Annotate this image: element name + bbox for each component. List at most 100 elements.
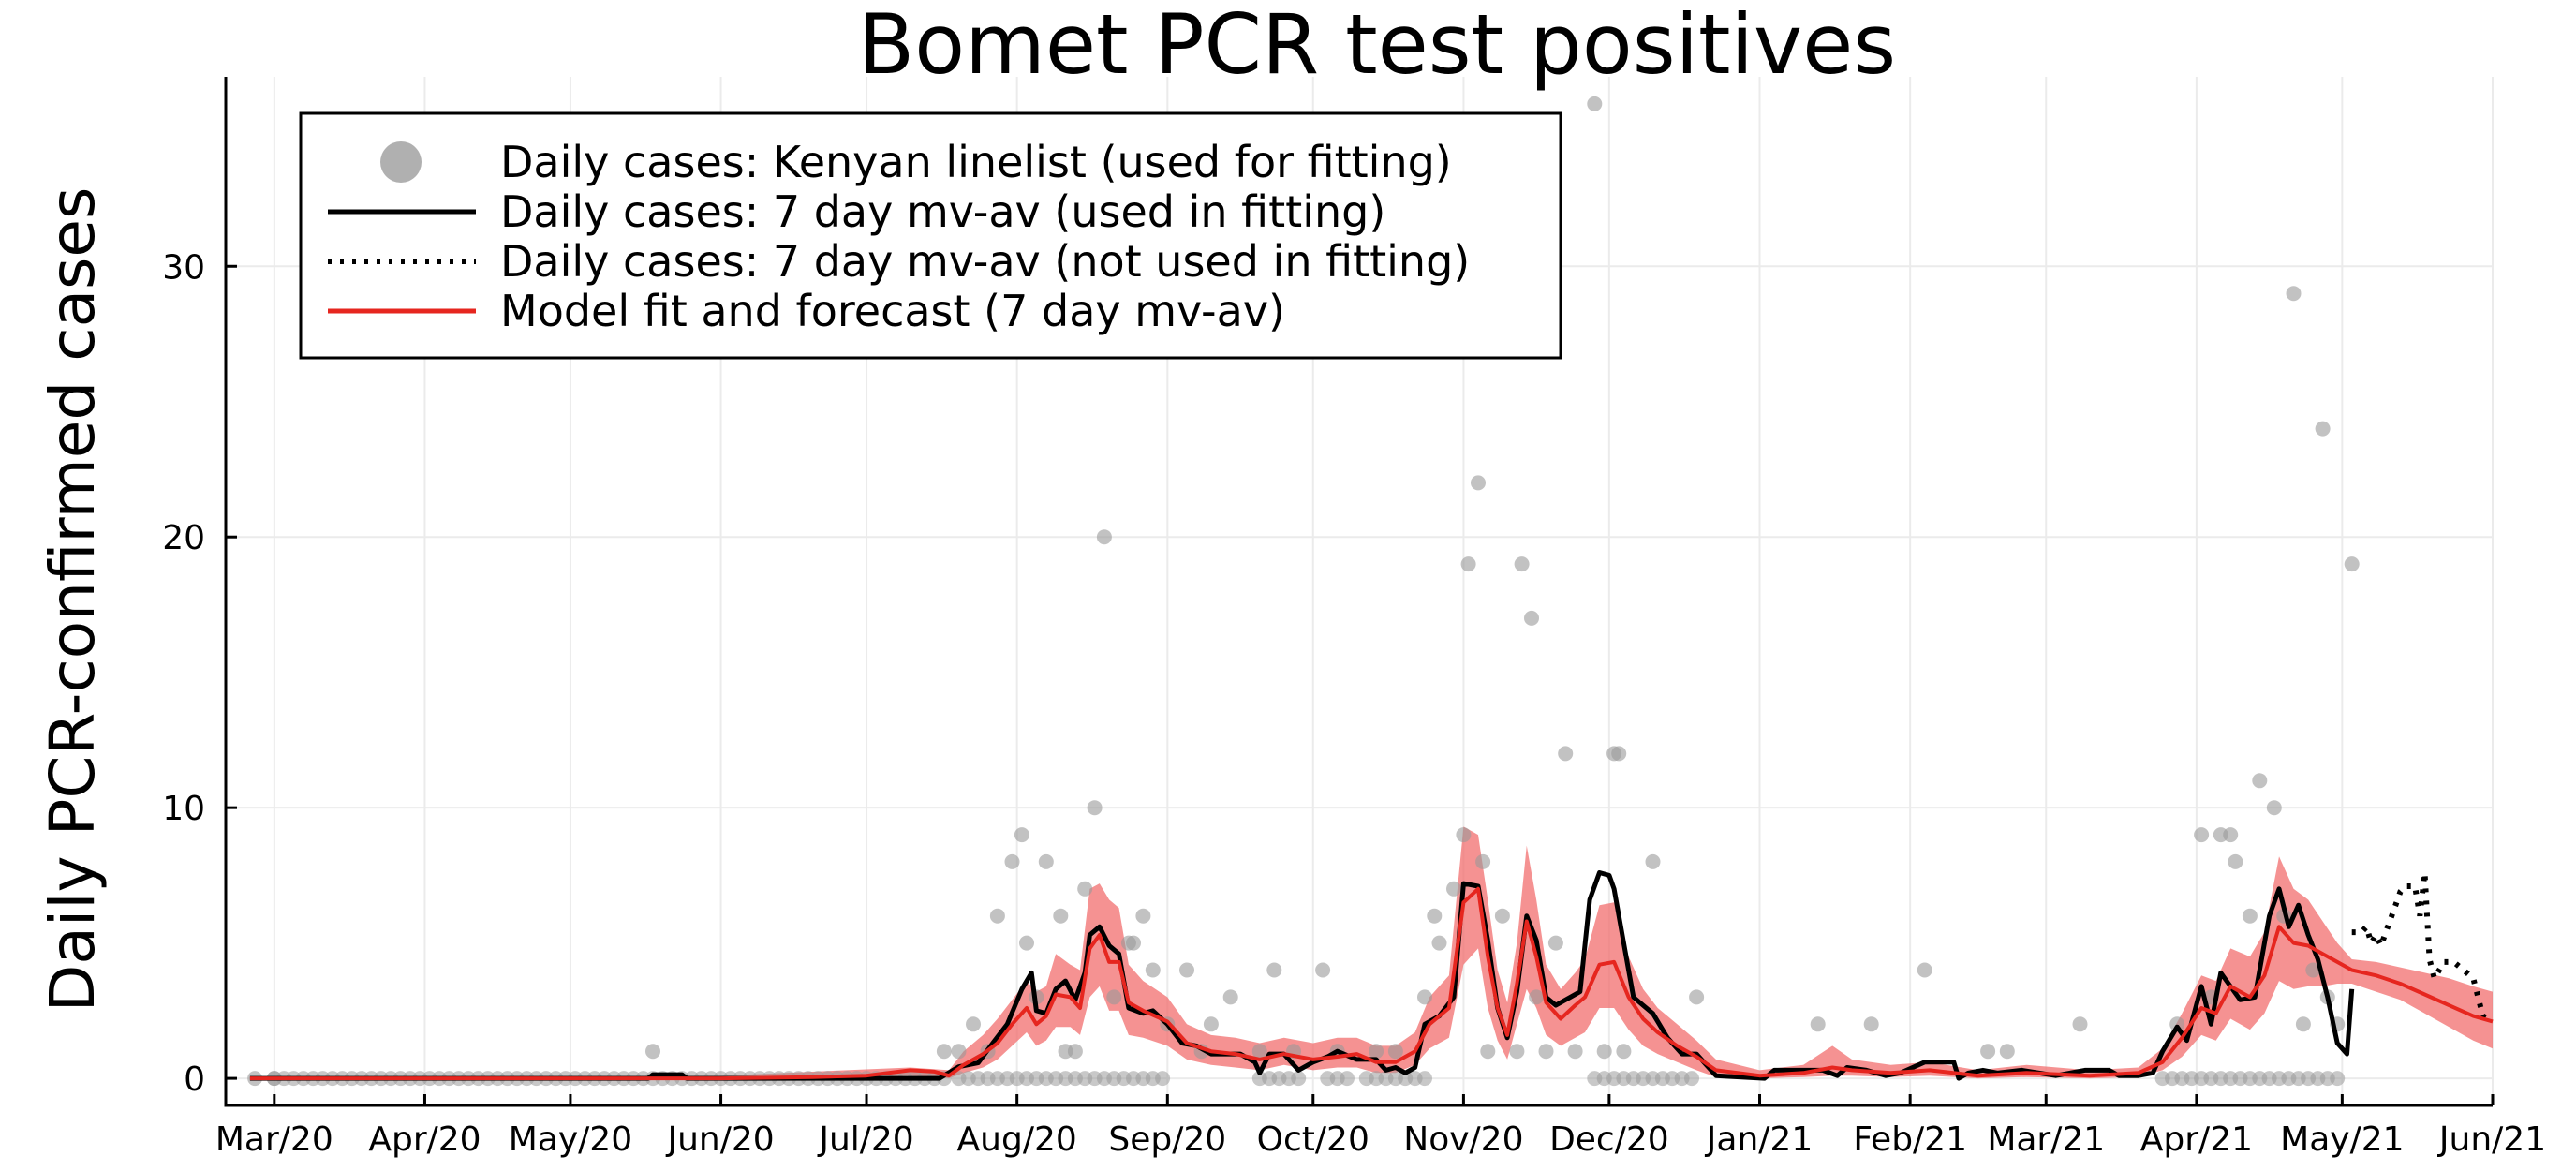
data-point <box>1471 475 1486 491</box>
model-uncertainty-band <box>249 826 2494 1079</box>
data-point <box>1369 1044 1384 1060</box>
data-point <box>2305 962 2321 978</box>
data-point <box>1460 556 1476 572</box>
data-point <box>1145 962 1161 978</box>
data-point <box>2344 556 2360 572</box>
data-point <box>1427 908 1443 924</box>
ticks-layer: Mar/20 Apr/20 May/20 Jun/20 Jul/20 Aug/20 Sep/… <box>162 248 2546 1159</box>
data-point <box>1999 1044 2015 1060</box>
data-point <box>2169 1016 2185 1032</box>
data-point <box>1155 1071 1171 1087</box>
data-point <box>1096 529 1112 545</box>
y-tick-label: 10 <box>162 790 205 828</box>
data-point <box>1417 989 1432 1005</box>
data-point <box>2228 853 2243 869</box>
x-tick-label: Dec/20 <box>1549 1120 1669 1159</box>
x-tick-label: Feb/21 <box>1853 1120 1967 1159</box>
x-tick-label: May/21 <box>2280 1120 2404 1159</box>
x-tick-label: Jun/21 <box>2437 1120 2546 1159</box>
data-point <box>2330 1071 2346 1087</box>
data-point <box>1645 853 1661 869</box>
x-tick-label: Apr/20 <box>368 1120 481 1159</box>
x-tick-label: Jan/21 <box>1705 1120 1813 1159</box>
data-point <box>1480 1044 1496 1060</box>
data-point <box>936 1044 952 1060</box>
data-point <box>2242 908 2258 924</box>
data-point <box>1980 1044 1996 1060</box>
data-point <box>1494 908 1510 924</box>
y-tick-label: 20 <box>162 519 205 557</box>
data-point <box>1251 1044 1267 1060</box>
data-point <box>1596 1044 1612 1060</box>
data-point <box>1558 746 1574 762</box>
x-tick-label: Mar/21 <box>1987 1120 2105 1159</box>
data-point <box>1038 853 1054 869</box>
data-point <box>1203 1016 1219 1032</box>
data-point <box>1340 1071 1355 1087</box>
legend-box <box>299 111 1562 360</box>
data-point <box>1266 962 1282 978</box>
data-point <box>1019 935 1034 951</box>
data-point <box>1567 1044 1583 1060</box>
x-tick-label: Nov/20 <box>1403 1120 1523 1159</box>
data-point <box>1529 989 1545 1005</box>
data-point <box>645 1044 660 1060</box>
chart-title: Bomet PCR test positives <box>858 0 1896 93</box>
axes-layer <box>224 77 2493 1107</box>
legend-label: Daily cases: 7 day mv-av (not used in fi… <box>500 236 1470 287</box>
x-tick-label: Jun/20 <box>665 1120 774 1159</box>
x-tick-label: May/20 <box>509 1120 632 1159</box>
data-point <box>1509 1044 1525 1060</box>
data-point <box>1126 935 1141 951</box>
data-point <box>1014 827 1029 843</box>
data-point <box>989 908 1005 924</box>
data-point <box>1514 556 1530 572</box>
data-point <box>1417 1071 1432 1087</box>
x-tick-label: Sep/20 <box>1108 1120 1226 1159</box>
data-point <box>2295 1016 2311 1032</box>
data-point <box>1456 827 1472 843</box>
data-point <box>1222 989 1238 1005</box>
data-point <box>1587 96 1603 111</box>
data-point <box>1689 989 1705 1005</box>
data-point <box>1135 908 1151 924</box>
y-tick-label: 0 <box>184 1060 205 1099</box>
data-point <box>951 1044 967 1060</box>
data-point <box>2286 286 2302 302</box>
data-point <box>1547 935 1563 951</box>
data-point <box>1179 962 1194 978</box>
data-point <box>1106 989 1122 1005</box>
y-tick-label: 30 <box>162 248 205 287</box>
x-tick-label: Jul/20 <box>817 1120 913 1159</box>
data-point <box>1431 935 1447 951</box>
legend-label: Model fit and forecast (7 day mv-av) <box>500 286 1285 336</box>
data-point <box>1387 1044 1403 1060</box>
legend-marker <box>380 141 422 183</box>
data-point <box>1524 610 1539 626</box>
data-point <box>2223 827 2239 843</box>
data-point <box>1077 881 1093 897</box>
data-point <box>1475 853 1491 869</box>
data-point <box>1616 1044 1632 1060</box>
data-point <box>1087 800 1103 816</box>
data-point <box>1684 1071 1699 1087</box>
data-point <box>1291 1071 1307 1087</box>
data-point <box>1863 1016 1879 1032</box>
axis-frame <box>224 77 2493 1107</box>
data-point <box>2252 773 2268 789</box>
data-point <box>1810 1016 1826 1032</box>
data-point <box>1053 908 1069 924</box>
mvav-fitted-line <box>249 870 2355 1081</box>
data-point <box>1538 1044 1554 1060</box>
x-tick-label: Oct/20 <box>1257 1120 1369 1159</box>
band-layer <box>249 826 2494 1079</box>
model-fit-line <box>249 886 2494 1081</box>
x-tick-label: Mar/20 <box>215 1120 333 1159</box>
data-point <box>2072 1016 2088 1032</box>
data-point <box>1611 746 1627 762</box>
data-point <box>1004 853 1020 869</box>
line-layer <box>249 870 2495 1081</box>
data-point <box>1917 962 1932 978</box>
data-point <box>1446 881 1461 897</box>
